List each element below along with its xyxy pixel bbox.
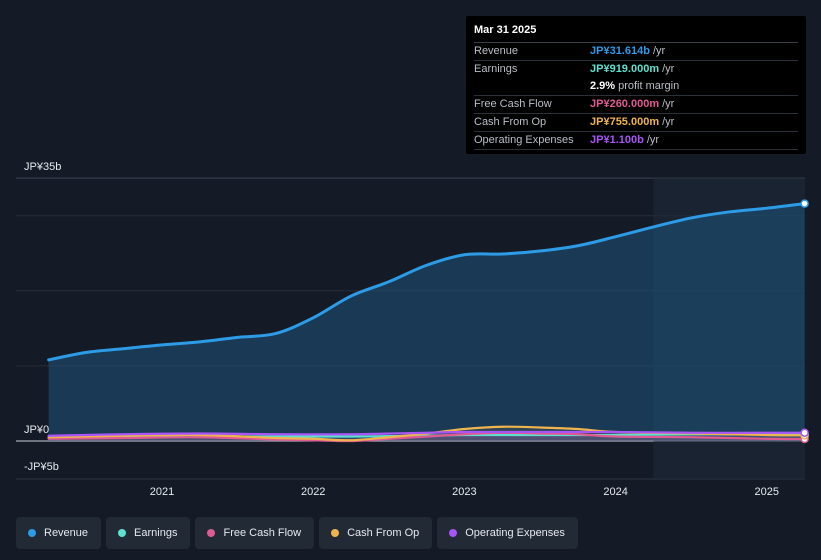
series-lines — [47, 199, 809, 444]
series-areas — [48, 203, 805, 442]
line-free-cash-flow — [47, 431, 806, 443]
legend-label: Operating Expenses — [465, 527, 565, 539]
tooltip-label: Operating Expenses — [474, 134, 574, 146]
tooltip-value: JP¥1.100b — [590, 134, 644, 146]
tooltip-row-operating-expenses: Operating Expenses JP¥1.100b /yr — [474, 132, 798, 150]
tooltip-value: 2.9% — [590, 80, 616, 92]
tooltip-unit: /yr — [646, 134, 660, 146]
x-tick-label: 2021 — [150, 486, 174, 498]
legend-dot-icon — [118, 529, 127, 537]
tooltip-row-earnings: Earnings JP¥919.000m /yr — [474, 61, 798, 78]
legend-item-free-cash-flow[interactable]: Free Cash Flow — [195, 517, 315, 549]
area-revenue — [48, 203, 805, 441]
tooltip-row-margin: 2.9% profit margin — [474, 78, 798, 96]
legend-dot-icon — [28, 529, 36, 537]
tooltip-unit: /yr — [662, 98, 675, 110]
legend-dot-icon — [331, 529, 340, 537]
tooltip-panel: Mar 31 2025 Revenue JP¥31.614b /yr Earni… — [466, 16, 806, 154]
tooltip-value: JP¥31.614b — [590, 45, 650, 57]
tooltip-label: Cash From Op — [474, 116, 547, 128]
forecast-highlight-band — [653, 178, 805, 479]
legend-item-earnings[interactable]: Earnings — [106, 517, 191, 549]
legend-dot-icon — [449, 529, 458, 537]
legend-item-operating-expenses[interactable]: Operating Expenses — [437, 517, 578, 549]
tooltip-label: Free Cash Flow — [474, 98, 552, 110]
tooltip-date: Mar 31 2025 — [474, 24, 798, 43]
legend-item-revenue[interactable]: Revenue — [16, 517, 102, 549]
tooltip-unit: /yr — [652, 45, 666, 57]
axis-ticks: JP¥35b JP¥0 -JP¥5b 2021 2022 2023 2024 2025 — [24, 161, 779, 498]
legend: Revenue Earnings Free Cash Flow Cash Fro… — [16, 517, 578, 549]
endpoint-revenue — [800, 199, 809, 208]
legend-label: Free Cash Flow — [223, 527, 302, 539]
legend-item-cash-from-op[interactable]: Cash From Op — [319, 517, 433, 549]
x-tick-label: 2023 — [452, 486, 476, 498]
chart-canvas: JP¥35b JP¥0 -JP¥5b 2021 2022 2023 2024 2025 — [16, 161, 809, 498]
tooltip-value: JP¥755.000m — [590, 116, 660, 128]
x-tick-label: 2025 — [755, 486, 779, 498]
tooltip-label: Earnings — [474, 63, 518, 75]
tooltip-unit: /yr — [662, 116, 675, 128]
tooltip-value: JP¥260.000m — [590, 98, 660, 110]
legend-label: Cash From Op — [347, 527, 420, 539]
line-operating-expenses — [47, 430, 806, 437]
tooltip-label — [474, 78, 590, 95]
x-tick-label: 2024 — [603, 486, 627, 498]
legend-label: Earnings — [134, 527, 178, 539]
y-tick-label: -JP¥5b — [24, 461, 59, 473]
tooltip-row-cash-from-op: Cash From Op JP¥755.000m /yr — [474, 114, 798, 132]
tooltip-row-free-cash-flow: Free Cash Flow JP¥260.000m /yr — [474, 96, 798, 114]
endpoint-operating-expenses — [800, 428, 809, 437]
x-tick-label: 2022 — [301, 486, 325, 498]
y-tick-label: JP¥35b — [24, 161, 61, 173]
tooltip-row-revenue: Revenue JP¥31.614b /yr — [474, 43, 798, 61]
y-tick-label: JP¥0 — [24, 424, 49, 436]
legend-dot-icon — [207, 529, 216, 537]
tooltip-unit: profit margin — [618, 80, 680, 92]
tooltip-value: JP¥919.000m — [590, 63, 660, 75]
legend-label: Revenue — [44, 527, 89, 539]
tooltip-unit: /yr — [662, 63, 675, 75]
tooltip-label: Revenue — [474, 45, 519, 57]
line-revenue — [47, 202, 807, 362]
